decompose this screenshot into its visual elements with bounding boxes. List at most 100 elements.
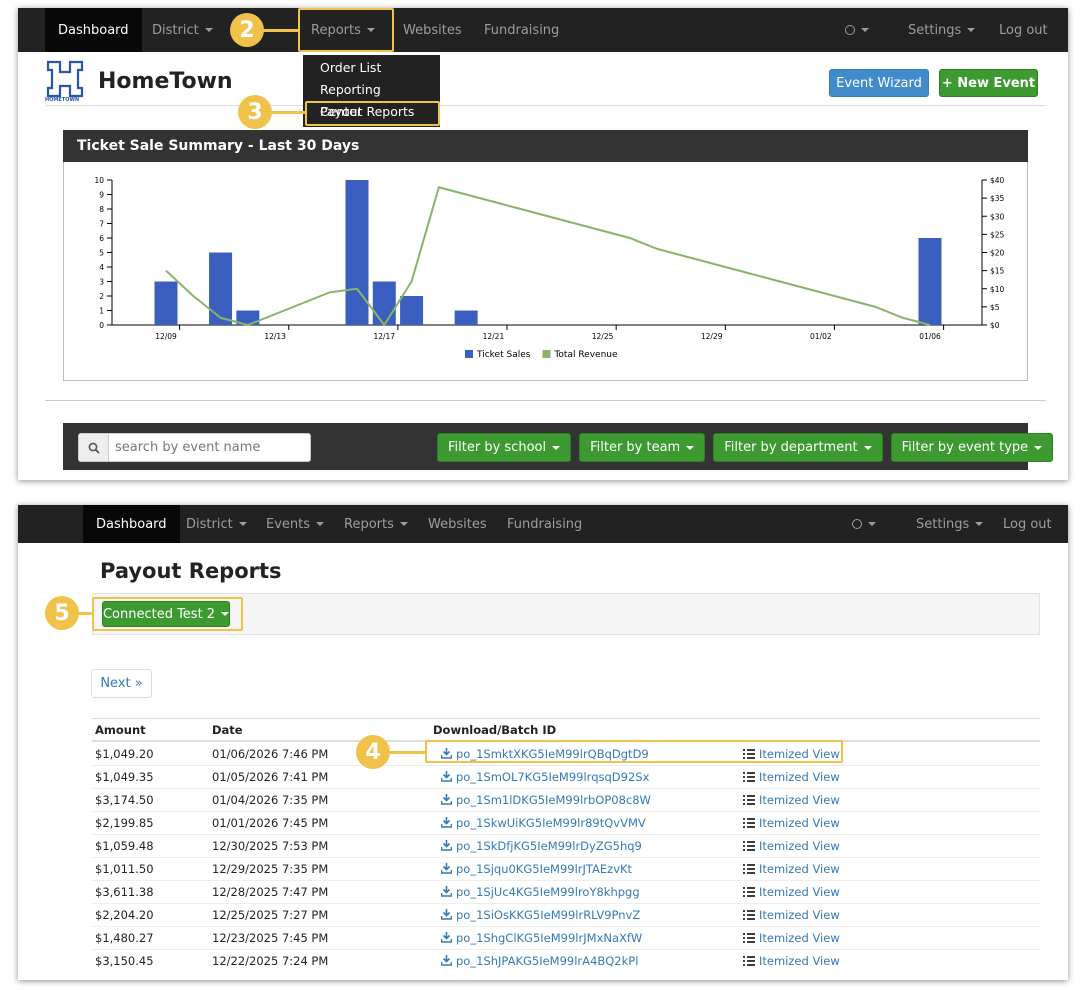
table-cell: $2,199.85: [95, 816, 154, 830]
revenue-line: [165, 186, 931, 326]
table-cell: 01/05/2026 7:41 PM: [212, 770, 328, 784]
batch-link[interactable]: po_1ShJPAKG5IeM99lrA4BQ2kPl: [440, 954, 638, 968]
x-tick-label: 12/17: [373, 332, 395, 341]
cell-text: Itemized View: [759, 770, 840, 784]
batch-link[interactable]: po_1SiOsKKG5IeM99lrRLV9PnvZ: [440, 908, 640, 922]
legend-label: Total Revenue: [553, 350, 618, 360]
cell-text: 01/04/2026 7:35 PM: [212, 793, 329, 807]
nav-item[interactable]: Websites: [403, 22, 462, 38]
cell-text: Itemized View: [759, 793, 840, 807]
nav-item[interactable]: Events: [253, 505, 337, 543]
chart: 0 1 2 3 4 5 6 7 8 9 10 $0 $5 $10 $15 $20 $25 $30 $35 $40 12/…: [94, 176, 1005, 360]
nav-item[interactable]: District: [173, 505, 260, 543]
table-cell: 01/01/2026 7:45 PM: [212, 816, 328, 830]
search-placeholder: search by event name: [115, 440, 261, 455]
batch-link[interactable]: po_1SjUc4KG5IeM99lroY8khpgg: [440, 885, 640, 899]
bar: [372, 281, 396, 325]
event-wizard-button[interactable]: Event Wizard: [829, 69, 929, 97]
cell-text: 01/01/2026 7:45 PM: [212, 816, 329, 830]
nav-item[interactable]: Dashboard: [45, 8, 142, 52]
nav-item[interactable]: Log out: [999, 22, 1048, 38]
filter-button[interactable]: Filter by team: [579, 433, 706, 462]
table-cell: $3,150.45: [95, 954, 154, 968]
nav-item[interactable]: Log out: [1003, 516, 1052, 532]
nav-item[interactable]: District: [139, 8, 226, 52]
callout-line: [388, 751, 427, 754]
cell-text: Itemized View: [759, 931, 840, 945]
logo-icon: HOMETOWN: [45, 59, 85, 105]
help-menu[interactable]: [839, 505, 889, 543]
table-cell: $3,611.38: [95, 885, 154, 899]
batch-link[interactable]: po_1Sm1lDKG5IeM99lrbOP08c8W: [440, 793, 651, 807]
itemized-link[interactable]: Itemized View: [743, 885, 840, 899]
nav-item[interactable]: Fundraising: [507, 516, 583, 532]
batch-link[interactable]: po_1Sjqu0KG5IeM99lrJTAEzvKt: [440, 862, 632, 876]
itemized-link[interactable]: Itemized View: [743, 770, 840, 784]
bottom-panel: [18, 505, 1068, 980]
menu-item[interactable]: Reporting Center: [320, 82, 381, 119]
y2-tick-label: $35: [990, 194, 1005, 203]
itemized-link[interactable]: Itemized View: [743, 954, 840, 968]
batch-link[interactable]: po_1ShgClKG5IeM99lrJMxNaXfW: [440, 931, 642, 945]
highlight-box: [92, 597, 243, 631]
filter-button[interactable]: Filter by school: [437, 433, 572, 462]
table-cell: $1,011.50: [95, 862, 154, 876]
batch-link[interactable]: po_1SkwUiKG5IeM99lr89tQvVMV: [440, 816, 646, 830]
cell-text: $1,059.48: [95, 839, 154, 853]
nav-item[interactable]: Dashboard: [83, 505, 180, 543]
callout: 3: [238, 95, 272, 129]
itemized-link[interactable]: Itemized View: [743, 931, 840, 945]
callout: 4: [356, 735, 390, 769]
batch-link[interactable]: po_1SkDfjKG5IeM99lrDyZG5hq9: [440, 839, 642, 853]
callout-line: [270, 111, 307, 114]
table-header: Date: [212, 723, 243, 737]
legend-label: Ticket Sales: [476, 350, 531, 360]
x-tick-label: 12/21: [483, 332, 505, 341]
cell-text: $1,049.20: [95, 747, 154, 761]
logo-caption: HOMETOWN: [45, 97, 80, 103]
cell-text: $3,611.38: [95, 885, 154, 899]
nav-item[interactable]: Settings: [903, 505, 996, 543]
batch-link[interactable]: po_1SmktXKG5IeM99lrQBqDgtD9: [440, 747, 649, 761]
nav-item[interactable]: Reports: [331, 505, 421, 543]
cell-text: 12/30/2025 7:53 PM: [212, 839, 329, 853]
cell-text: po_1SmktXKG5IeM99lrQBqDgtD9: [456, 747, 649, 761]
itemized-link[interactable]: Itemized View: [743, 793, 840, 807]
next-button[interactable]: Next »: [91, 669, 152, 698]
callout-line: [262, 29, 300, 32]
payout-table: Amount Date Download/Batch ID $1,049.20 01/0…: [92, 718, 1040, 973]
itemized-link[interactable]: Itemized View: [743, 816, 840, 830]
nav-item[interactable]: Fundraising: [484, 22, 560, 38]
batch-link[interactable]: po_1SmOL7KG5IeM99lrqsqD92Sx: [440, 770, 649, 784]
itemized-link[interactable]: Itemized View: [743, 908, 840, 922]
x-tick-label: 12/29: [701, 332, 723, 341]
new-event-button[interactable]: + New Event: [939, 69, 1038, 97]
highlight-box: [298, 8, 394, 52]
account-button[interactable]: Connected Test 2: [102, 601, 230, 627]
y2-tick-label: $5: [990, 303, 1000, 312]
help-menu[interactable]: [832, 8, 882, 52]
table-rule: [92, 788, 1040, 789]
bar: [236, 310, 260, 325]
nav-item[interactable]: Settings: [895, 8, 988, 52]
search-box[interactable]: search by event name: [78, 433, 311, 462]
itemized-link[interactable]: Itemized View: [743, 862, 840, 876]
table-header: Download/Batch ID: [433, 723, 557, 737]
nav-item[interactable]: Reports: [298, 8, 388, 52]
table-rule: [92, 926, 1040, 927]
menu-item[interactable]: Payout Reports: [320, 104, 415, 119]
itemized-link[interactable]: Itemized View: [743, 839, 840, 853]
help-icon: [852, 519, 862, 529]
filter-button[interactable]: Filter by event type: [890, 433, 1054, 462]
cell-text: 01/06/2026 7:46 PM: [212, 747, 329, 761]
menu-item[interactable]: Order List: [320, 60, 382, 75]
cell-text: Itemized View: [759, 885, 840, 899]
callout-line: [77, 612, 94, 615]
table-cell: $1,480.27: [95, 931, 154, 945]
filter-button[interactable]: Filter by department: [713, 433, 883, 462]
y2-tick-label: $25: [990, 230, 1005, 239]
nav-item[interactable]: Websites: [428, 516, 487, 532]
itemized-link[interactable]: Itemized View: [743, 747, 840, 761]
highlight-box: [425, 740, 843, 763]
cell-text: Itemized View: [759, 747, 840, 761]
